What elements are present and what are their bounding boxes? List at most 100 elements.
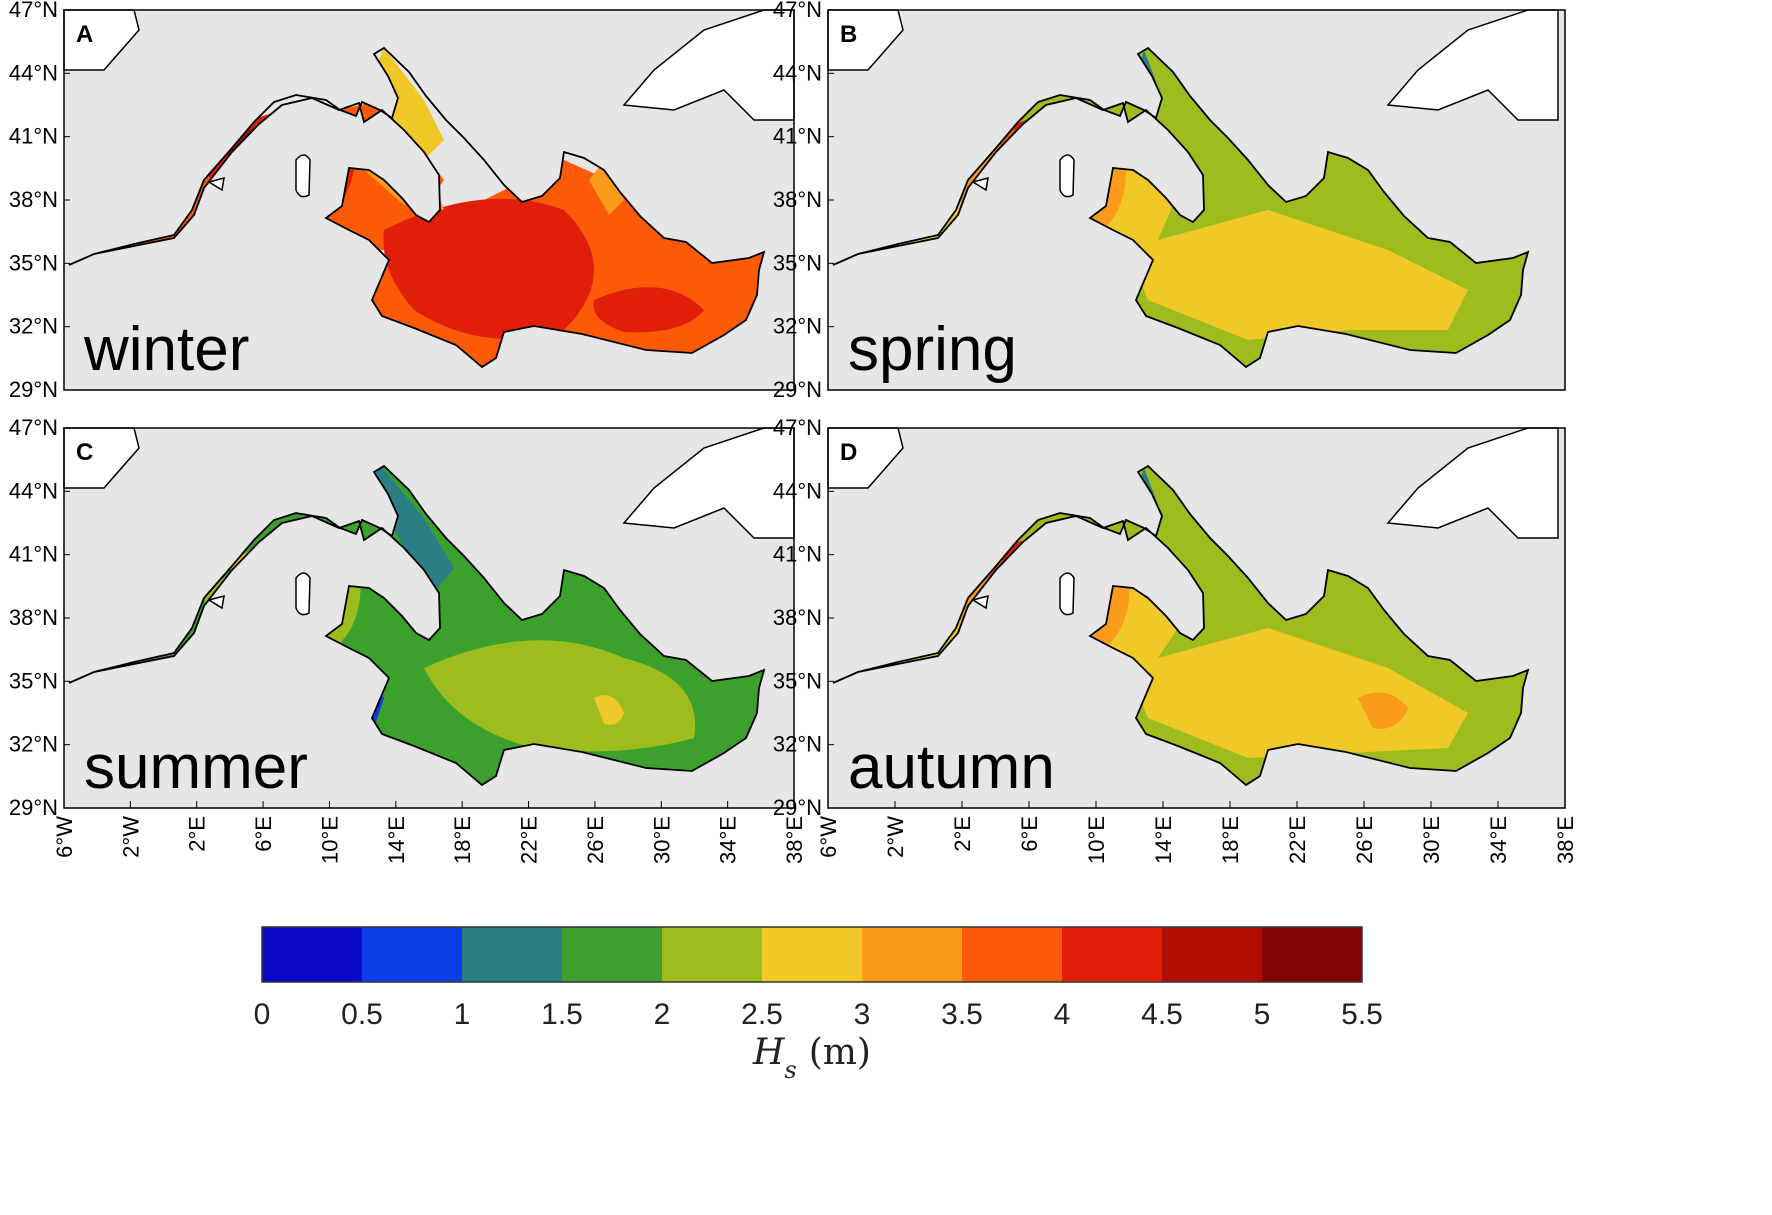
longitude-tick-label: 38°E xyxy=(782,816,807,864)
panel-letter: A xyxy=(76,21,93,48)
land-area xyxy=(207,176,225,192)
latitude-tick-label: 32°N xyxy=(773,732,822,757)
longitude-tick-label: 18°E xyxy=(1218,816,1243,864)
season-label: winter xyxy=(83,315,249,384)
latitude-tick-label: 44°N xyxy=(773,60,822,85)
longitude-tick-label: 10°E xyxy=(1084,816,1109,864)
longitude-tick-label: 10°E xyxy=(317,816,342,864)
longitude-tick-label: 2°W xyxy=(883,816,908,858)
longitude-tick-label: 22°E xyxy=(1285,816,1310,864)
colorbar-tick-label: 1.5 xyxy=(541,998,583,1031)
latitude-ticks: 47°N 44°N 41°N 38°N 35°N 32°N 29°N 47°N 44°N 41°N… xyxy=(9,0,834,820)
longitude-tick-label: 6°E xyxy=(251,816,276,852)
colorbar-cell xyxy=(362,927,463,982)
colorbar-title: Hs (m) xyxy=(752,1032,871,1084)
longitude-tick-label: 22°E xyxy=(517,816,542,864)
colorbar-cell xyxy=(1162,927,1263,982)
latitude-tick-label: 35°N xyxy=(773,668,822,693)
latitude-tick-label: 35°N xyxy=(9,250,58,275)
colorbar-tick-label: 4.5 xyxy=(1141,998,1183,1031)
colorbar: 0 0.5 1 1.5 2 2.5 3 3.5 4 4.5 5 5.5 Hs (m) xyxy=(254,926,1383,1084)
colorbar-tick-label: 4 xyxy=(1054,998,1071,1031)
longitude-tick-label: 14°E xyxy=(1151,816,1176,864)
colorbar-cell xyxy=(462,927,563,982)
land-area xyxy=(1386,427,1559,539)
colorbar-cell xyxy=(962,927,1063,982)
colorbar-tick-label: 0.5 xyxy=(341,998,383,1031)
colorbar-tick-label: 5 xyxy=(1254,998,1271,1031)
latitude-tick-label: 32°N xyxy=(9,314,58,339)
longitude-tick-label: 6°W xyxy=(52,816,77,858)
land-area xyxy=(295,154,311,198)
panel-letter: D xyxy=(840,439,857,466)
latitude-tick-label: 47°N xyxy=(773,415,822,440)
colorbar-tick-label: 2.5 xyxy=(741,998,783,1031)
wave-height-contour xyxy=(1358,692,1408,729)
colorbar-tick-label: 1 xyxy=(454,998,471,1031)
season-label: autumn xyxy=(848,733,1055,802)
longitude-tick-label: 14°E xyxy=(384,816,409,864)
colorbar-cell xyxy=(262,927,363,982)
land-area xyxy=(1059,154,1075,198)
latitude-tick-label: 47°N xyxy=(9,0,58,22)
land-area xyxy=(971,594,989,610)
wave-height-contour xyxy=(374,466,454,593)
wave-height-contour xyxy=(594,695,624,725)
latitude-tick-label: 29°N xyxy=(773,377,822,402)
longitude-tick-label: 34°E xyxy=(716,816,741,864)
land-area xyxy=(295,572,311,616)
latitude-tick-label: 38°N xyxy=(9,187,58,212)
colorbar-cell xyxy=(762,927,863,982)
colorbar-cells xyxy=(262,927,1363,982)
colorbar-cell xyxy=(862,927,963,982)
land-area xyxy=(971,176,989,192)
colorbar-cell xyxy=(1062,927,1163,982)
latitude-tick-label: 44°N xyxy=(9,478,58,503)
colorbar-cell xyxy=(562,927,663,982)
longitude-ticks: 6°W 2°W 2°E 6°E 10°E 14°E 18°E 22°E 26°E 30°E 34°E… xyxy=(52,801,1578,864)
latitude-tick-label: 35°N xyxy=(773,250,822,275)
colorbar-tick-label: 5.5 xyxy=(1341,998,1383,1031)
longitude-tick-label: 2°E xyxy=(185,816,210,852)
season-label: spring xyxy=(848,315,1017,384)
latitude-tick-label: 41°N xyxy=(9,542,58,567)
wave-height-contour xyxy=(593,287,704,333)
longitude-tick-label: 26°E xyxy=(1352,816,1377,864)
wave-height-contour xyxy=(374,48,444,160)
latitude-tick-label: 35°N xyxy=(9,668,58,693)
wave-height-contour xyxy=(383,198,594,339)
panel-letter: B xyxy=(840,21,857,48)
latitude-tick-label: 47°N xyxy=(9,415,58,440)
land-area xyxy=(1386,9,1559,121)
colorbar-cell xyxy=(662,927,763,982)
latitude-tick-label: 38°N xyxy=(9,605,58,630)
longitude-tick-label: 2°E xyxy=(950,816,975,852)
colorbar-tick-label: 2 xyxy=(654,998,671,1031)
latitude-tick-label: 32°N xyxy=(773,314,822,339)
latitude-tick-label: 38°N xyxy=(773,187,822,212)
land-area xyxy=(1059,572,1075,616)
latitude-tick-label: 29°N xyxy=(9,377,58,402)
colorbar-frame xyxy=(261,926,1363,983)
latitude-tick-label: 44°N xyxy=(9,60,58,85)
colorbar-ticks: 0 0.5 1 1.5 2 2.5 3 3.5 4 4.5 5 5.5 xyxy=(254,998,1383,1031)
map-panels: AwinterBspringCsummerDautumn47°N44°N41°N… xyxy=(9,0,1578,864)
colorbar-tick-label: 3.5 xyxy=(941,998,983,1031)
longitude-tick-label: 30°E xyxy=(649,816,674,864)
longitude-tick-label: 2°W xyxy=(118,816,143,858)
latitude-tick-label: 41°N xyxy=(9,124,58,149)
latitude-tick-label: 29°N xyxy=(773,795,822,820)
latitude-tick-label: 44°N xyxy=(773,478,822,503)
panel-letter: C xyxy=(76,439,93,466)
longitude-tick-label: 34°E xyxy=(1486,816,1511,864)
longitude-tick-label: 38°E xyxy=(1553,816,1578,864)
longitude-tick-label: 30°E xyxy=(1419,816,1444,864)
latitude-tick-label: 32°N xyxy=(9,732,58,757)
colorbar-tick-label: 3 xyxy=(854,998,871,1031)
latitude-tick-label: 47°N xyxy=(773,0,822,22)
wave-height-contour xyxy=(424,640,696,752)
